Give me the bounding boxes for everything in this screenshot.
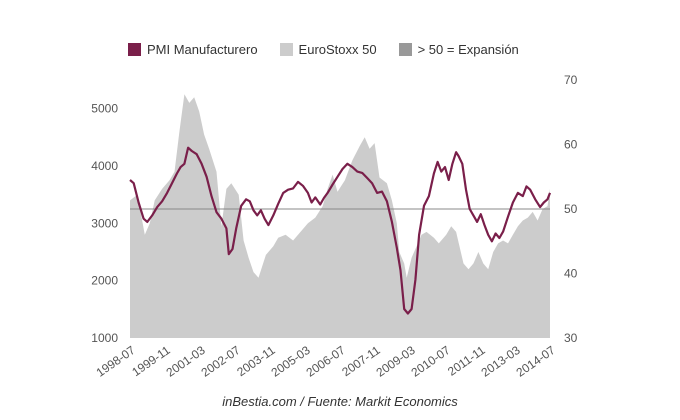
pmi-line: [129, 146, 552, 315]
x-tick-label: 2002-07: [199, 343, 243, 380]
legend-label-eurostoxx: EuroStoxx 50: [298, 42, 377, 57]
x-tick-label: 2013-03: [479, 343, 523, 380]
x-tick-label: 1998-07: [94, 343, 138, 380]
y-right-tick-label: 40: [564, 267, 578, 281]
x-tick-label: 2010-07: [409, 343, 453, 380]
eurostoxx-area: [130, 94, 550, 338]
y-left-tick-label: 2000: [91, 274, 118, 288]
legend-item-pmi: PMI Manufacturero: [128, 42, 258, 57]
legend-item-threshold: > 50 = Expansión: [398, 42, 519, 57]
legend-label-pmi: PMI Manufacturero: [147, 42, 258, 57]
legend-item-eurostoxx: EuroStoxx 50: [279, 42, 377, 57]
y-right-tick-label: 50: [564, 202, 578, 216]
threshold-swatch: [398, 43, 412, 56]
pmi-swatch: [128, 43, 141, 56]
y-left-tick-label: 4000: [91, 159, 118, 173]
legend-label-threshold: > 50 = Expansión: [417, 42, 519, 57]
y-right-tick-label: 70: [564, 73, 578, 87]
legend: PMI Manufacturero EuroStoxx 50 > 50 = Ex…: [128, 42, 519, 57]
eurostoxx-swatch: [279, 43, 293, 56]
x-tick-label: 2006-07: [304, 343, 348, 380]
x-tick-label: 2014-07: [514, 343, 558, 380]
y-left-tick-label: 3000: [91, 216, 118, 230]
y-left-tick-label: 5000: [91, 102, 118, 116]
x-tick-label: 2001-03: [164, 343, 208, 380]
source-caption: inBestia.com / Fuente: Markit Economics: [222, 394, 458, 409]
y-right-tick-label: 60: [564, 138, 578, 152]
x-tick-label: 2005-03: [269, 343, 313, 380]
x-tick-label: 2009-03: [374, 343, 418, 380]
y-left-tick-label: 1000: [91, 331, 118, 345]
y-right-tick-label: 30: [564, 331, 578, 345]
